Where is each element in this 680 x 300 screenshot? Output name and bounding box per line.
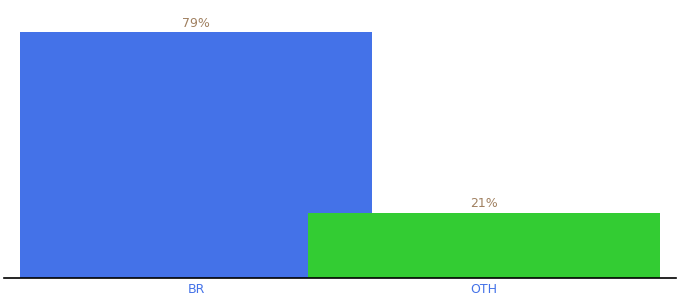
Bar <box>308 213 660 278</box>
Bar <box>20 32 372 278</box>
Text: 21%: 21% <box>470 197 498 210</box>
Text: 79%: 79% <box>182 17 210 30</box>
